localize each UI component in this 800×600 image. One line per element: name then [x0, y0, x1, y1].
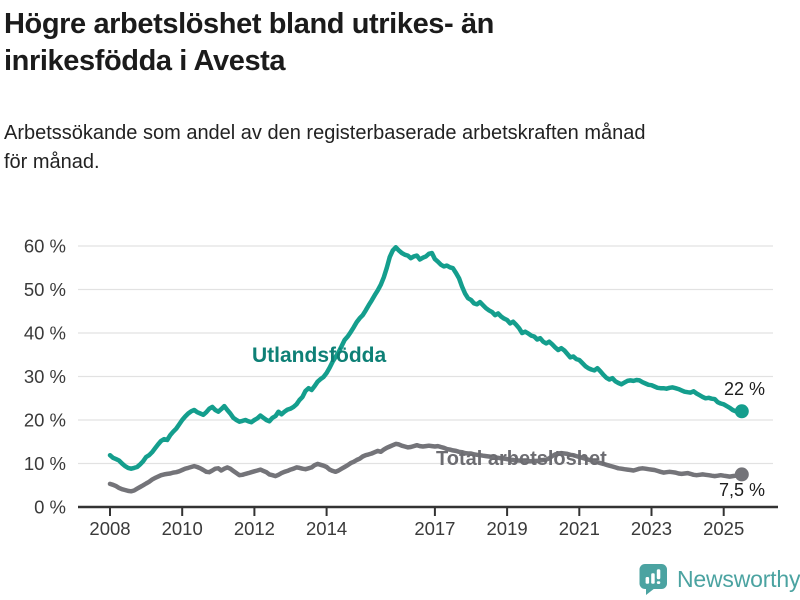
- x-tick-label-2019: 2019: [487, 518, 528, 539]
- chart-subtitle-line1: Arbetssökande som andel av den registerb…: [4, 122, 646, 144]
- x-tick-label-2021: 2021: [559, 518, 600, 539]
- newsworthy-logo-text: Newsworthy: [677, 565, 800, 592]
- end-value-label-total: 7,5 %: [718, 480, 765, 500]
- y-tick-label-20: 20 %: [24, 410, 66, 431]
- chart-title-line2: inrikesfödda i Avesta: [4, 45, 286, 77]
- series-label-total-arbetsloshet: Total arbetslöshet: [436, 448, 607, 470]
- y-tick-label-60: 60 %: [24, 236, 66, 257]
- chart-subtitle: Arbetssökande som andel av den registerb…: [4, 119, 646, 177]
- series-line-total: [107, 441, 745, 494]
- y-tick-label-10: 10 %: [24, 453, 66, 474]
- chart-title-line1: Högre arbetslöshet bland utrikes- än: [4, 8, 494, 40]
- y-tick-label-40: 40 %: [24, 323, 66, 344]
- x-tick-label-2012: 2012: [234, 518, 275, 539]
- x-tick-label-2008: 2008: [89, 518, 130, 539]
- chart-subtitle-line2: för månad.: [4, 151, 100, 173]
- y-tick-label-0: 0 %: [34, 497, 66, 518]
- series-label-utlandsfodda: Utlandsfödda: [252, 344, 387, 367]
- y-tick-label-30: 30 %: [24, 366, 66, 387]
- newsworthy-logo-icon: [639, 564, 667, 595]
- x-tick-label-2025: 2025: [703, 518, 744, 539]
- end-value-label-utlandsfodda: 22 %: [723, 379, 765, 399]
- x-tick-label-2023: 2023: [631, 518, 672, 539]
- x-tick-label-2010: 2010: [162, 518, 203, 539]
- chart-title: Högre arbetslöshet bland utrikes- än inr…: [4, 6, 494, 80]
- x-tick-label-2014: 2014: [306, 518, 347, 539]
- x-tick-label-2017: 2017: [414, 518, 455, 539]
- newsworthy-logo[interactable]: Newsworthy: [638, 562, 800, 596]
- series-line-utlandsfodda: [107, 245, 745, 471]
- y-tick-label-50: 50 %: [24, 279, 66, 300]
- end-dot-utlandsfodda: [734, 404, 749, 419]
